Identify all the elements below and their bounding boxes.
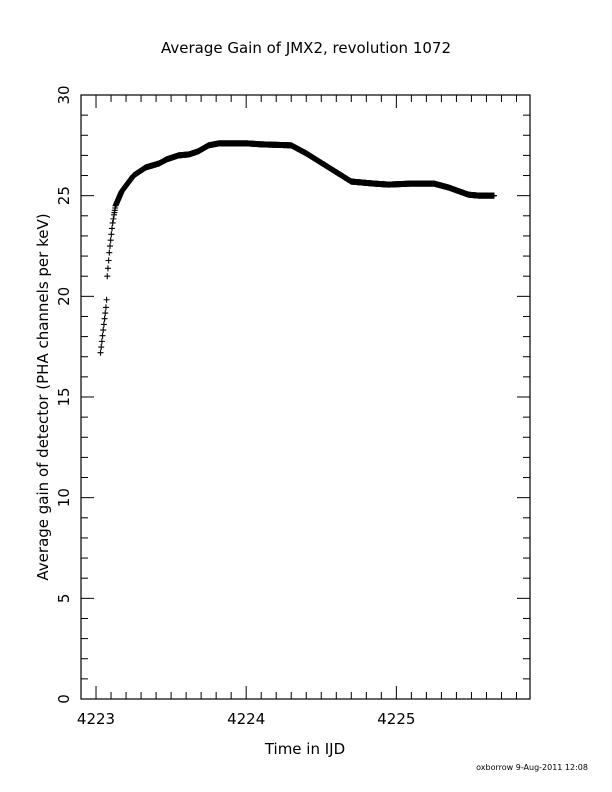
data-point <box>102 304 109 311</box>
data-point <box>110 215 117 222</box>
data-point <box>106 243 113 250</box>
y-tick-label: 25 <box>55 186 73 205</box>
data-point <box>105 257 112 264</box>
data-point <box>108 231 115 238</box>
data-point <box>106 249 113 256</box>
plot-frame <box>80 94 531 700</box>
data-point <box>99 332 106 339</box>
data-point <box>104 265 111 272</box>
y-tick-label: 5 <box>55 594 73 604</box>
tick-labels: 4223 4224 4225 0 5 10 15 20 25 30 <box>55 85 415 728</box>
x-axis-label: Time in IJD <box>264 740 345 758</box>
footer-credit: oxborrow 9-Aug-2011 12:08 <box>476 763 588 772</box>
data-point <box>103 296 110 303</box>
y-tick-label: 0 <box>55 694 73 704</box>
x-tick-label: 4224 <box>227 710 265 728</box>
x-tick-label: 4223 <box>77 710 115 728</box>
chart-title: Average Gain of JMX2, revolution 1072 <box>161 39 451 57</box>
data-points <box>97 140 497 356</box>
y-tick-label: 20 <box>55 287 73 306</box>
data-point <box>102 310 109 317</box>
axis-ticks <box>80 94 530 700</box>
data-point <box>98 338 105 345</box>
y-tick-label: 30 <box>55 85 73 104</box>
data-point <box>104 273 111 280</box>
data-point <box>97 349 104 356</box>
x-tick-label: 4225 <box>377 710 415 728</box>
data-point <box>100 321 107 328</box>
data-point <box>109 225 116 232</box>
data-point <box>490 192 497 199</box>
data-point <box>100 327 107 334</box>
y-tick-label: 15 <box>55 387 73 406</box>
y-tick-label: 10 <box>55 488 73 507</box>
y-axis-label: Average gain of detector (PHA channels p… <box>34 213 52 580</box>
data-point <box>98 344 105 351</box>
data-point <box>107 237 114 244</box>
data-point <box>109 219 116 226</box>
data-point <box>101 315 108 322</box>
